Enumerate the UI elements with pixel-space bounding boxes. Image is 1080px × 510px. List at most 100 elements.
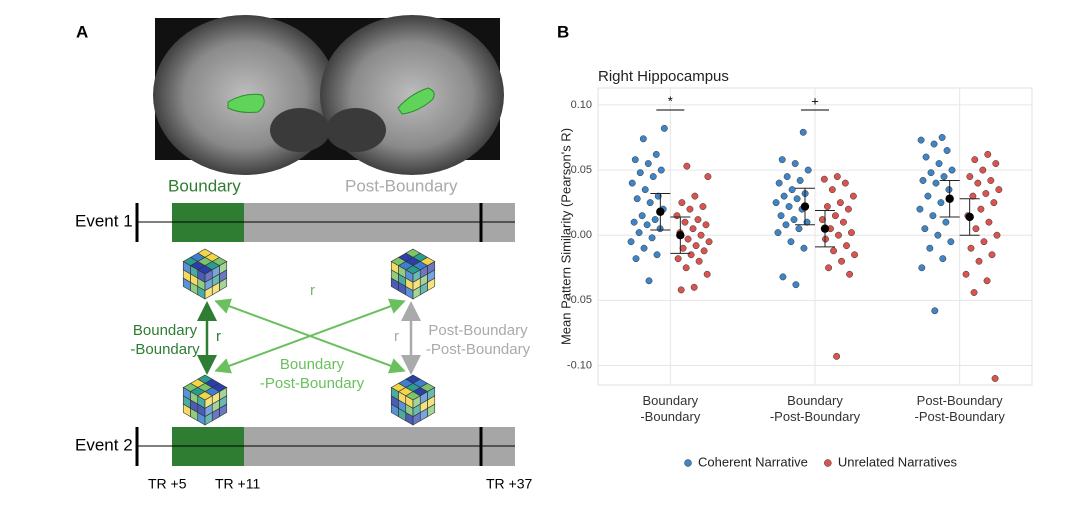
x-tick-label: Boundary -Post-Boundary	[769, 393, 861, 425]
y-tick-label: -0.05	[567, 294, 592, 306]
data-point	[653, 251, 661, 259]
mean-point	[676, 230, 685, 240]
x-tick-label: Boundary -Boundary	[640, 393, 701, 425]
data-point	[972, 225, 980, 233]
timeline	[135, 427, 515, 466]
data-point	[796, 177, 804, 184]
cube	[182, 248, 228, 300]
cube-voxel	[219, 277, 228, 292]
data-point	[962, 270, 970, 278]
data-point	[822, 235, 829, 243]
data-point	[993, 231, 1001, 239]
data-point	[983, 277, 991, 285]
data-point	[970, 289, 978, 296]
arrow	[214, 298, 406, 374]
data-point	[790, 216, 798, 224]
data-point	[780, 192, 788, 200]
data-point	[836, 199, 844, 207]
data-point	[935, 160, 943, 168]
y-tick-label: 0.05	[571, 164, 592, 176]
x-tick-label: Post-Boundary -Post-Boundary	[914, 393, 1005, 425]
data-point	[689, 225, 697, 233]
data-point	[921, 225, 929, 233]
data-point	[779, 273, 787, 281]
data-point	[849, 192, 857, 200]
data-point	[673, 212, 681, 220]
data-point	[942, 218, 950, 226]
data-point	[943, 147, 951, 154]
data-point	[967, 244, 975, 252]
data-point	[848, 229, 855, 237]
data-point	[686, 205, 694, 213]
data-point	[948, 166, 956, 174]
data-point	[632, 255, 640, 263]
data-point	[938, 134, 946, 141]
data-point	[966, 173, 974, 181]
data-point	[660, 124, 668, 132]
data-point	[644, 160, 652, 168]
cube-voxel	[427, 403, 436, 418]
panel-label: A	[76, 22, 88, 41]
chart-title: Right Hippocampus	[598, 68, 729, 85]
data-point	[783, 173, 791, 181]
mean-point	[945, 194, 954, 203]
data-point	[977, 205, 985, 213]
data-point	[927, 169, 935, 177]
mean-point	[820, 224, 830, 233]
data-point	[787, 238, 795, 246]
data-point	[995, 186, 1003, 194]
data-point	[843, 242, 850, 250]
data-point	[778, 156, 786, 164]
data-point	[782, 221, 790, 229]
data-point	[643, 221, 651, 229]
data-point	[683, 162, 691, 170]
data-point	[657, 166, 665, 174]
y-tick-label: -0.10	[567, 359, 592, 371]
data-point	[692, 242, 700, 250]
data-point	[974, 179, 982, 187]
data-point	[774, 229, 782, 237]
data-point	[940, 173, 948, 181]
data-point	[844, 205, 852, 213]
data-point	[636, 169, 644, 177]
data-point	[682, 264, 690, 272]
data-point	[918, 264, 926, 272]
r-label: r	[216, 328, 221, 345]
data-point	[699, 203, 707, 210]
data-point	[674, 255, 682, 263]
data-point	[649, 173, 657, 181]
data-point	[838, 257, 846, 265]
legend-marker	[684, 459, 692, 467]
data-point	[992, 160, 1000, 168]
data-point	[652, 150, 660, 158]
data-point	[700, 247, 708, 255]
data-point	[694, 216, 702, 224]
legend-marker	[824, 459, 832, 467]
data-point	[703, 270, 711, 278]
data-point	[917, 136, 925, 144]
data-point	[990, 199, 998, 207]
data-point	[627, 238, 635, 246]
comparison-label: Boundary -Boundary	[130, 322, 200, 358]
data-point	[937, 199, 945, 207]
data-point	[633, 195, 641, 203]
cube	[182, 374, 228, 426]
data-point	[985, 218, 993, 226]
data-point	[691, 192, 699, 200]
significance-label: *	[668, 93, 673, 108]
data-point	[922, 153, 930, 161]
data-point	[825, 264, 833, 272]
mean-point	[656, 207, 665, 216]
comparison-label: Boundary -Post-Boundary	[259, 356, 365, 392]
data-point	[772, 199, 780, 207]
data-point	[830, 247, 837, 255]
legend-label: Coherent Narrative	[698, 454, 808, 469]
data-point	[640, 244, 648, 252]
data-point	[931, 307, 939, 315]
comparison-label: Post-Boundary -Post-Boundary	[425, 322, 531, 358]
data-point	[945, 186, 953, 194]
y-tick-label: 0.10	[571, 99, 592, 111]
data-point	[702, 221, 710, 229]
r-label: r	[310, 282, 315, 299]
data-point	[840, 218, 847, 226]
